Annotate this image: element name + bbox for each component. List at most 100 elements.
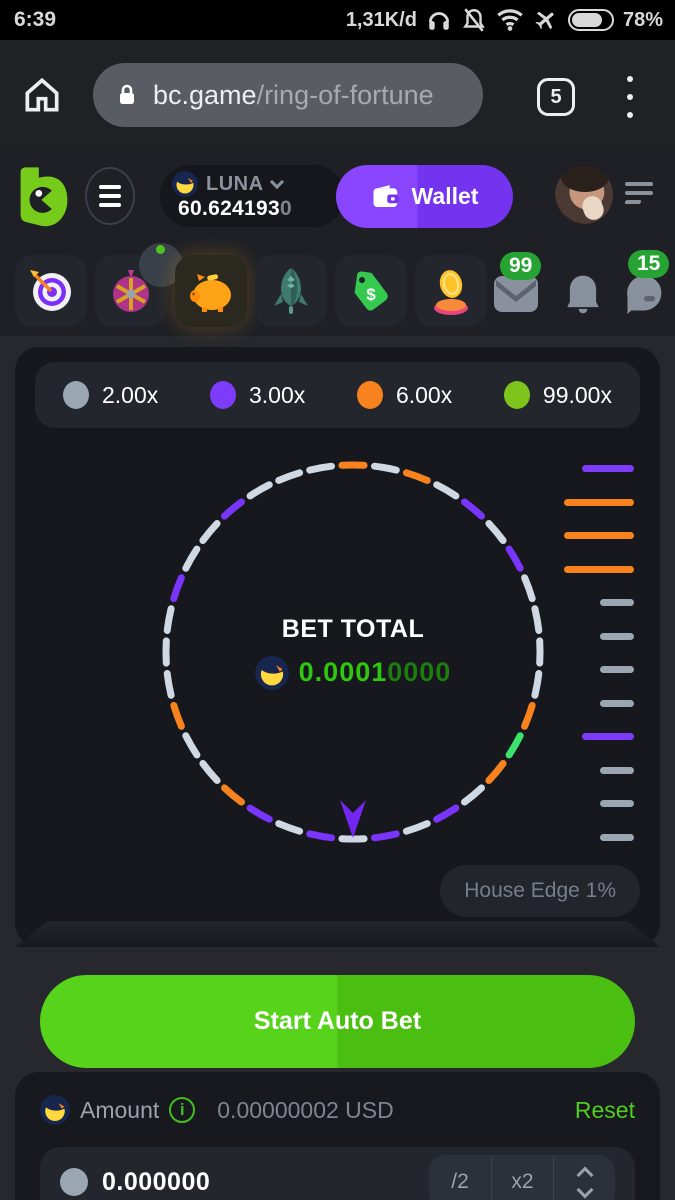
wifi-icon <box>497 9 523 31</box>
tab-switcher[interactable]: 5 <box>537 78 575 116</box>
info-icon[interactable]: i <box>169 1097 196 1123</box>
history-bar-2x <box>600 766 634 774</box>
amount-stepper[interactable] <box>553 1155 615 1200</box>
ring-segment <box>531 605 543 634</box>
balance: 60.6241930 <box>178 197 292 220</box>
tile-classic-dice[interactable] <box>15 255 87 327</box>
ring-pointer <box>340 800 366 838</box>
url-path: /ring-of-fortune <box>256 79 434 110</box>
ring-segment <box>246 804 273 823</box>
chat-icon[interactable] <box>622 272 666 316</box>
wallet-label: Wallet <box>411 183 479 209</box>
step-down-icon[interactable] <box>576 1181 593 1198</box>
address-bar[interactable]: bc.game/ring-of-fortune <box>93 63 483 127</box>
ring-segment <box>199 760 221 784</box>
half-button[interactable]: /2 <box>451 1170 469 1193</box>
legend-label: 3.00x <box>248 381 306 408</box>
sidebar-toggle-icon[interactable] <box>624 182 653 204</box>
double-button[interactable]: x2 <box>491 1155 553 1200</box>
legend-dot <box>503 381 530 409</box>
dart-target-icon <box>30 270 71 311</box>
history-bar-2x <box>600 666 634 673</box>
start-auto-bet-button[interactable]: Start Auto Bet <box>40 975 635 1068</box>
ring-segment <box>306 830 335 842</box>
currency-selector[interactable]: LUNA 60.6241930 <box>160 165 345 227</box>
currency-name: LUNA <box>206 172 264 195</box>
ring-segment <box>170 574 185 603</box>
history-bar-2x <box>600 632 634 640</box>
history-bar-6x <box>564 532 634 539</box>
bcgame-logo[interactable] <box>18 164 70 228</box>
house-edge-label: House Edge 1% <box>464 879 616 902</box>
rocket-icon <box>274 268 308 314</box>
browser-menu-button[interactable] <box>627 76 633 118</box>
ring-segment <box>182 545 201 572</box>
bet-amount-value: 0.000000 <box>102 1167 211 1196</box>
ring-segment <box>275 469 304 484</box>
legend-item: 3.00x <box>209 381 306 409</box>
history-bar-3x <box>582 465 634 472</box>
mail-icon[interactable] <box>492 272 540 314</box>
ring-segment <box>246 481 273 500</box>
svg-text:$: $ <box>366 285 376 304</box>
ring-segment <box>521 574 536 603</box>
ring-segment <box>371 830 400 842</box>
tile-promotions[interactable]: $ <box>335 255 407 327</box>
tile-coin-drop[interactable] <box>415 255 487 327</box>
legend-dot <box>356 381 383 409</box>
ring-segment <box>163 605 175 634</box>
game-panel: 2.00x 3.00x 6.00x 99.00x BET TOTAL 0.000100… <box>15 347 660 947</box>
lock-icon <box>120 84 134 104</box>
legend-label: 2.00x <box>102 381 159 408</box>
house-edge-badge: House Edge 1% <box>440 865 640 917</box>
gold-coin-icon <box>434 270 468 315</box>
history-bar-2x <box>600 800 634 807</box>
ring-segment <box>485 520 507 544</box>
legend-item: 99.00x <box>503 381 612 409</box>
wallet-button[interactable]: Wallet <box>336 165 513 228</box>
ring-segment <box>306 462 335 474</box>
clock: 6:39 <box>14 8 57 31</box>
ring-segment <box>461 784 485 806</box>
amount-row: Amount i 0.00000002 USD Reset <box>40 1090 635 1130</box>
ring-segment <box>531 670 543 699</box>
headphones-icon <box>428 12 450 30</box>
amount-usd-value: 0.00000002 USD <box>217 1096 394 1123</box>
ring-segment <box>371 462 400 474</box>
ring-segment <box>521 701 536 730</box>
mute-bell-icon <box>463 8 485 32</box>
bell-icon[interactable] <box>562 272 604 316</box>
legend-label: 99.00x <box>542 381 612 408</box>
tile-wheel[interactable] <box>95 243 183 327</box>
luna-coin-icon <box>172 171 198 197</box>
battery-icon <box>567 9 614 31</box>
multiplier-legend: 2.00x 3.00x 6.00x 99.00x <box>35 362 640 428</box>
ring-of-fortune <box>162 461 544 843</box>
tile-piggy-bank[interactable] <box>175 255 247 327</box>
menu-button[interactable] <box>85 167 135 225</box>
avatar[interactable] <box>555 166 613 224</box>
piggy-bank-icon <box>190 274 231 312</box>
url-host: bc.game <box>153 79 257 110</box>
legend-dot <box>209 381 236 409</box>
panel-bevel <box>15 921 660 947</box>
ring-segment <box>163 670 175 699</box>
legend-dot <box>63 381 89 409</box>
ring-segment <box>402 820 431 835</box>
history-bar-6x <box>564 565 634 573</box>
browser-toolbar: bc.game/ring-of-fortune 5 <box>0 40 675 150</box>
home-icon[interactable] <box>20 73 64 117</box>
ring-segment <box>433 481 460 500</box>
legend-item: 6.00x <box>356 381 452 409</box>
luna-coin-icon <box>40 1095 70 1125</box>
tile-crash[interactable] <box>255 255 327 327</box>
data-rate: 1,31K/d <box>345 8 417 31</box>
reset-button[interactable]: Reset <box>574 1096 635 1123</box>
history-bar-2x <box>600 833 634 841</box>
bet-amount-input[interactable]: 0.000000 /2 x2 <box>40 1147 635 1200</box>
bet-controls-panel: Amount i 0.00000002 USD Reset 0.000000 /… <box>15 1072 660 1200</box>
amount-label: Amount <box>80 1096 160 1123</box>
chat-badge: 15 <box>628 250 670 278</box>
ring-segment <box>221 784 245 806</box>
